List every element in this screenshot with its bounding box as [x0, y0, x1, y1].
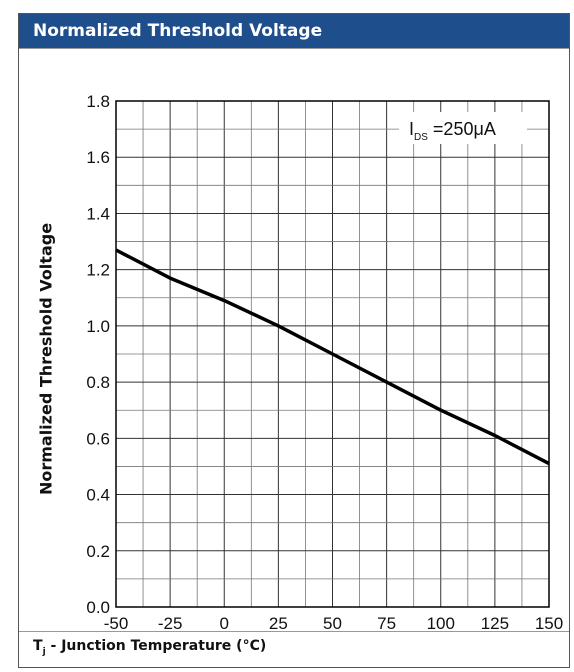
x-tick-label: 125: [481, 614, 509, 632]
x-tick-label: 100: [427, 614, 455, 632]
y-tick-label: 1.6: [86, 148, 110, 167]
y-tick-labels: 0.0 0.2 0.4 0.6 0.8 1.0 1.2 1.4 1.6 1.8: [86, 92, 110, 617]
x-tick-label: -25: [158, 614, 183, 632]
x-axis-symbol: T: [33, 638, 43, 654]
x-tick-label: 50: [323, 614, 342, 632]
line-chart: 0.0 0.2 0.4 0.6 0.8 1.0 1.2 1.4 1.6 1.8 -50 -25 0 25…: [86, 92, 563, 632]
x-tick-label: 0: [220, 614, 229, 632]
figure-card: Normalized Threshold Voltage 0.0 0.2 0.4 0.…: [18, 13, 570, 668]
x-tick-label: -50: [104, 614, 129, 632]
x-axis-subscript: j: [42, 646, 46, 657]
y-tick-label: 1.0: [86, 317, 110, 336]
y-tick-label: 0.6: [86, 429, 110, 448]
figure-title: Normalized Threshold Voltage: [19, 14, 569, 48]
legend-text: IDS =250μA: [409, 119, 496, 143]
x-axis-text: - Junction Temperature (°C): [45, 638, 267, 654]
footer-divider: [19, 631, 569, 632]
title-divider: [19, 48, 569, 49]
x-axis-label: Tj - Junction Temperature (°C): [33, 638, 266, 657]
legend-box: [399, 112, 527, 144]
legend: IDS =250μA: [399, 112, 527, 144]
y-tick-label: 0.2: [86, 542, 110, 561]
y-tick-label: 1.2: [86, 261, 110, 280]
x-tick-labels: -50 -25 0 25 50 75 100 125 150: [104, 614, 563, 632]
x-tick-label: 25: [269, 614, 288, 632]
y-tick-label: 1.4: [86, 204, 110, 223]
x-tick-label: 75: [377, 614, 396, 632]
plot-area: [115, 100, 550, 608]
y-tick-label: 0.0: [86, 598, 110, 617]
series-line: [115, 248, 550, 466]
y-tick-label: 1.8: [86, 92, 110, 111]
y-axis-label: Normalized Threshold Voltage: [36, 222, 56, 496]
y-tick-label: 0.8: [86, 373, 110, 392]
x-tick-label: 150: [535, 614, 563, 632]
y-tick-label: 0.4: [86, 486, 110, 505]
